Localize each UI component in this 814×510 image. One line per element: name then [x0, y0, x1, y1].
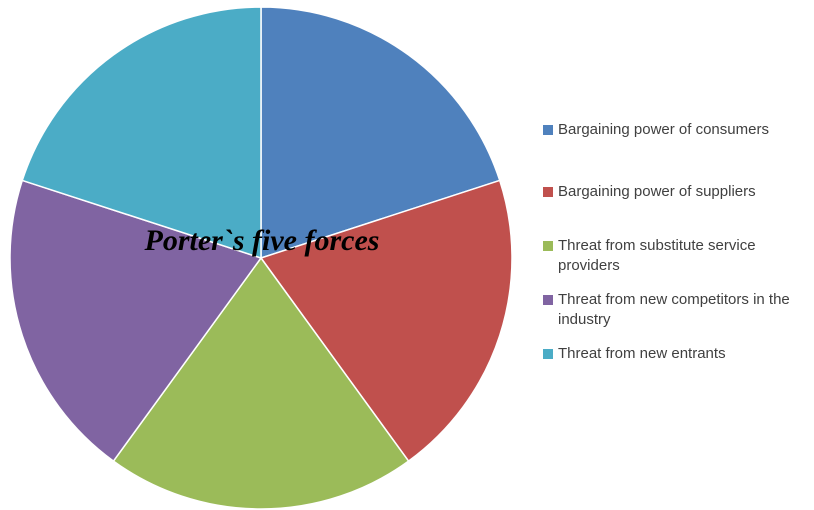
pie-slice — [112, 256, 410, 510]
pie-slice — [9, 179, 263, 463]
pie-slice — [259, 179, 513, 463]
legend-label: Threat from new entrants — [558, 345, 726, 362]
legend-swatch — [543, 187, 553, 197]
legend-swatch — [543, 295, 553, 305]
chart-title: Porter`s five forces — [144, 224, 380, 257]
legend-item: Bargaining power of suppliers — [543, 182, 811, 214]
legend-label: Threat from substitute service providers — [558, 237, 756, 274]
legend-label: Bargaining power of consumers — [558, 121, 769, 138]
legend-label: Threat from new competitors in the indus… — [558, 291, 790, 328]
legend-swatch — [543, 125, 553, 135]
legend-swatch — [543, 241, 553, 251]
legend: Bargaining power of consumers Bargaining… — [543, 120, 811, 364]
legend-item: Threat from new competitors in the indus… — [543, 290, 811, 330]
legend-item: Bargaining power of consumers — [543, 120, 811, 152]
legend-item: Threat from new entrants — [543, 344, 811, 364]
pie-slice — [21, 6, 262, 260]
legend-swatch — [543, 349, 553, 359]
legend-item: Threat from substitute service providers — [543, 236, 811, 276]
legend-label: Bargaining power of suppliers — [558, 183, 756, 200]
pie-slice — [260, 6, 501, 260]
